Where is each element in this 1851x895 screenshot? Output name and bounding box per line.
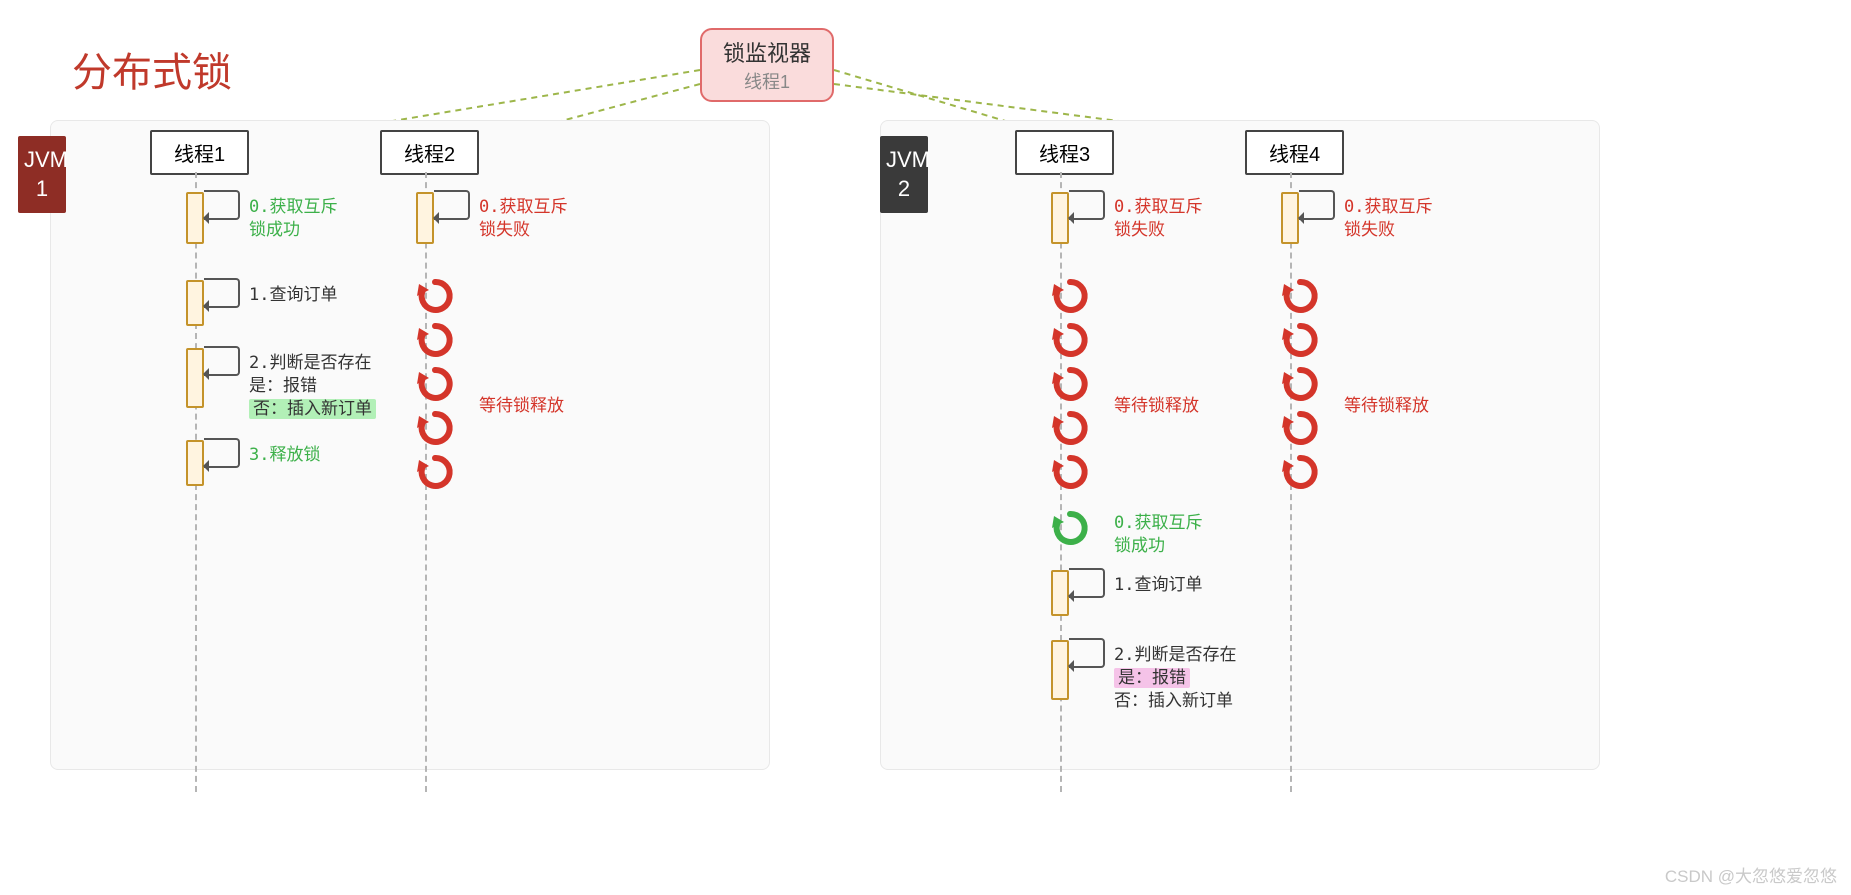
spin-loop-icon: [1050, 322, 1090, 362]
self-call-arrow: [434, 190, 470, 220]
spin-loop-icon: [1280, 410, 1320, 450]
monitor-subtitle: 线程1: [716, 68, 818, 94]
step-label: 1.查询订单: [1114, 574, 1202, 597]
spin-loop-icon: [1050, 366, 1090, 406]
jvm-panel: [50, 120, 770, 770]
spin-loop-icon: [415, 454, 455, 494]
spin-loop-icon: [415, 322, 455, 362]
step-label: 0.获取互斥锁成功: [249, 196, 337, 242]
thread-box: 线程4: [1245, 130, 1344, 175]
jvm-badge: JVM2: [880, 136, 928, 213]
spin-loop-icon: [415, 278, 455, 318]
spin-loop-icon: [1050, 278, 1090, 318]
step-label: 0.获取互斥锁失败: [1114, 196, 1202, 242]
jvm-panel: [880, 120, 1600, 770]
self-call-arrow: [204, 190, 240, 220]
lock-monitor: 锁监视器 线程1: [700, 28, 834, 102]
self-call-arrow: [1069, 638, 1105, 668]
jvm-badge: JVM1: [18, 136, 66, 213]
spin-loop-icon: [1050, 454, 1090, 494]
step-label: 0.获取互斥锁失败: [1344, 196, 1432, 242]
spin-loop-icon: [415, 410, 455, 450]
self-call-arrow: [204, 346, 240, 376]
spin-loop-icon: [1280, 366, 1320, 406]
self-call-arrow: [204, 438, 240, 468]
spin-loop-icon: [415, 366, 455, 406]
watermark: CSDN @大忽悠爱忽悠: [1665, 862, 1837, 887]
spin-loop-icon: [1280, 454, 1320, 494]
self-call-arrow: [1069, 568, 1105, 598]
step-label: 0.获取互斥锁成功: [1114, 512, 1202, 558]
self-call-arrow: [1299, 190, 1335, 220]
step-label: 2.判断是否存在是：报错否：插入新订单: [1114, 644, 1236, 713]
step-label: 2.判断是否存在是：报错否：插入新订单: [249, 352, 376, 421]
spin-loop-icon: [1050, 410, 1090, 450]
spin-loop-icon: [1050, 510, 1090, 550]
self-call-arrow: [204, 278, 240, 308]
thread-box: 线程3: [1015, 130, 1114, 175]
spin-loop-icon: [1280, 322, 1320, 362]
self-call-arrow: [1069, 190, 1105, 220]
step-label: 0.获取互斥锁失败: [479, 196, 567, 242]
thread-box: 线程2: [380, 130, 479, 175]
step-label: 等待锁释放: [479, 395, 564, 418]
step-label: 1.查询订单: [249, 284, 337, 307]
page-title: 分布式锁: [72, 40, 232, 98]
step-label: 等待锁释放: [1344, 395, 1429, 418]
spin-loop-icon: [1280, 278, 1320, 318]
thread-box: 线程1: [150, 130, 249, 175]
step-label: 等待锁释放: [1114, 395, 1199, 418]
step-label: 3.释放锁: [249, 444, 320, 467]
monitor-title: 锁监视器: [716, 36, 818, 68]
